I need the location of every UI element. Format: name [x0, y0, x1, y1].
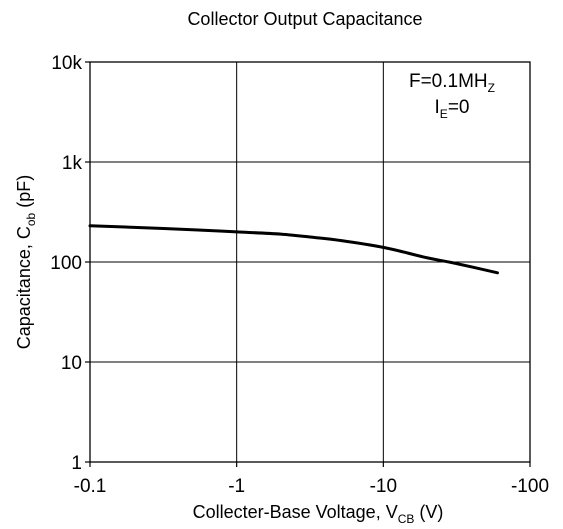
grid-lines: [90, 62, 530, 462]
chart-title: Collector Output Capacitance: [187, 9, 422, 29]
y-tick-label: 1: [71, 453, 82, 474]
tick-labels: 1 10 100 1k 10k -0.1 -1 -10 -100: [50, 53, 549, 497]
x-axis-label: Collecter-Base Voltage, VCB (V): [193, 502, 444, 526]
capacitance-curve: [88, 224, 499, 275]
x-tick-label: -100: [511, 476, 549, 497]
y-axis-label: Capacitance, Cob (pF): [14, 175, 38, 349]
y-tick-label: 10k: [51, 53, 82, 74]
x-tick-label: -1: [228, 476, 245, 497]
annotation-emitter-current: IE=0: [435, 97, 470, 121]
x-tick-label: -0.1: [74, 476, 107, 497]
x-tick-label: -10: [370, 476, 397, 497]
y-tick-label: 10: [61, 353, 82, 374]
y-tick-label: 1k: [62, 153, 83, 174]
y-tick-label: 100: [50, 253, 82, 274]
annotation-frequency: F=0.1MHZ: [409, 71, 495, 95]
